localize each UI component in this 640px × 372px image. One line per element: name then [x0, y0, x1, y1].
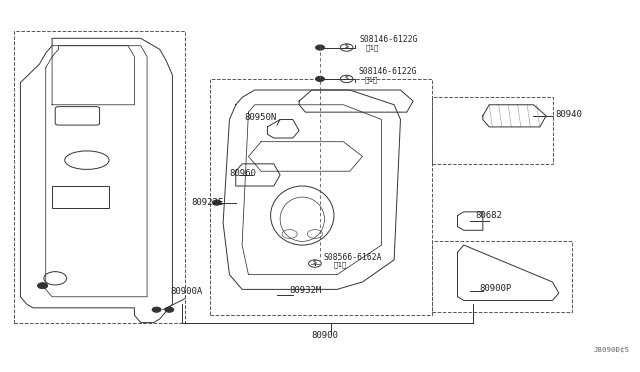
Bar [52, 186, 109, 208]
Circle shape [308, 260, 321, 267]
Circle shape [212, 200, 221, 205]
Circle shape [340, 75, 353, 83]
Bar [432, 241, 572, 311]
Text: 〈1〉: 〈1〉 [365, 44, 379, 51]
Text: 〈1〉: 〈1〉 [364, 76, 378, 83]
Text: S08146-6122G: S08146-6122G [359, 35, 418, 44]
Text: J8090Ð¢S: J8090Ð¢S [594, 347, 630, 353]
Text: S: S [344, 76, 349, 81]
Text: 80940: 80940 [556, 110, 582, 119]
Circle shape [340, 44, 353, 51]
Text: 80682: 80682 [476, 211, 502, 220]
Text: 80932M: 80932M [290, 286, 322, 295]
Text: S: S [313, 260, 317, 265]
Text: 80900: 80900 [312, 331, 339, 340]
Text: 80900A: 80900A [170, 287, 203, 296]
Bar [14, 31, 185, 323]
Bar [211, 79, 432, 315]
Text: 〈1〉: 〈1〉 [333, 262, 347, 268]
Text: 80922E: 80922E [191, 198, 223, 207]
Circle shape [316, 76, 324, 81]
Bar [432, 97, 552, 164]
Circle shape [38, 283, 47, 289]
Circle shape [165, 307, 173, 312]
Circle shape [152, 307, 161, 312]
Text: S08566-6162A: S08566-6162A [323, 253, 381, 262]
Text: S08146-6122G: S08146-6122G [358, 67, 417, 76]
Circle shape [316, 45, 324, 50]
Text: S: S [344, 44, 349, 49]
Text: 80900P: 80900P [479, 284, 511, 293]
Text: 80960: 80960 [229, 169, 256, 177]
Text: 80950N: 80950N [244, 113, 276, 122]
